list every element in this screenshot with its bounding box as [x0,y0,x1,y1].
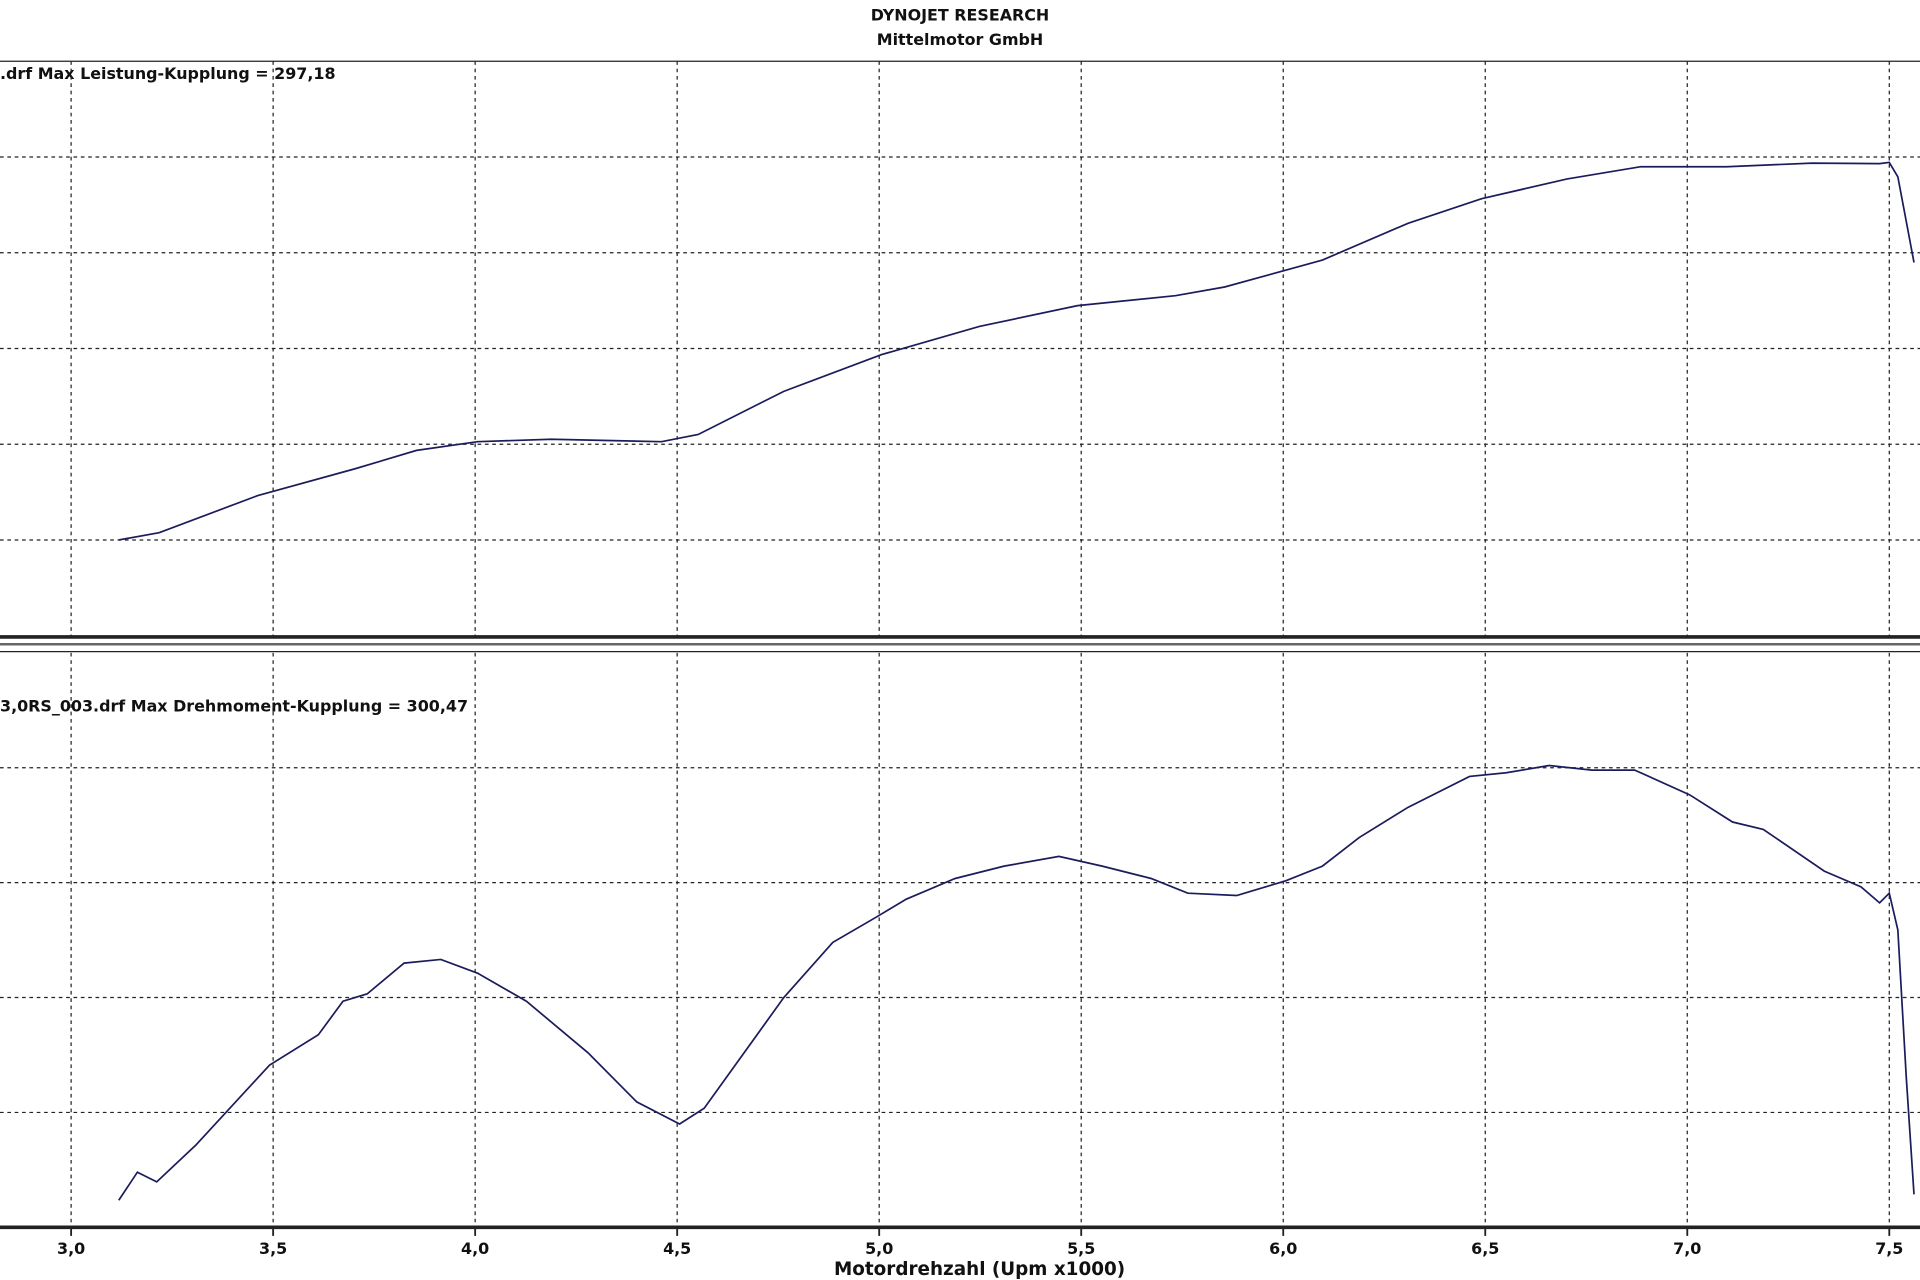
x-tick-label: 4,0 [461,1239,489,1258]
annotation: .drf Max Leistung-Kupplung = 297,18 [0,64,336,83]
power-torque-line [118,764,1915,1201]
annotation: 3,0RS_003.drf Max Drehmoment-Kupplung = … [0,696,468,715]
chart-title: DYNOJET RESEARCH [871,5,1050,24]
x-tick-label: 5,5 [1067,1239,1095,1258]
x-tick-label: 7,0 [1673,1239,1701,1258]
x-axis-label: Motordrehzahl (Upm x1000) [834,1259,1125,1280]
x-tick-label: 5,0 [865,1239,893,1258]
x-tick-label: 3,0 [57,1239,85,1258]
x-tick-label: 4,5 [663,1239,691,1258]
power-torque-line [118,161,1915,541]
chart-subtitle: Mittelmotor GmbH [877,30,1043,49]
x-tick-label: 6,0 [1269,1239,1297,1258]
x-tick-label: 3,5 [259,1239,287,1258]
x-tick-label: 7,5 [1875,1239,1903,1258]
x-tick-label: 6,5 [1471,1239,1499,1258]
